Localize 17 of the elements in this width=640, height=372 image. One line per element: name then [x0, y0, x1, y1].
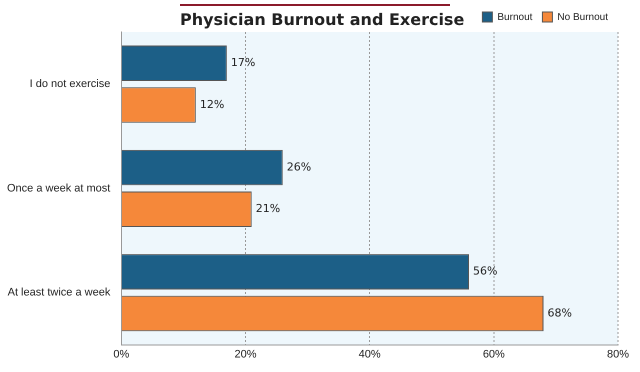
- x-tick-label: 80%: [606, 348, 630, 360]
- data-label: 21%: [256, 202, 280, 216]
- x-tick-label: 20%: [234, 348, 257, 360]
- data-label: 17%: [230, 56, 256, 70]
- legend-label: Burnout: [497, 12, 533, 23]
- data-label: 12%: [200, 98, 224, 111]
- x-tick-label: 40%: [358, 348, 381, 360]
- x-tick-label: 60%: [482, 348, 506, 360]
- legend-label: No Burnout: [557, 12, 608, 23]
- data-label: 68%: [548, 306, 572, 320]
- data-label: 56%: [472, 264, 498, 278]
- data-label: 26%: [286, 160, 312, 174]
- y-tick-label: At least twice a week: [8, 286, 111, 299]
- chart-title: Physician Burnout and Exercise: [180, 10, 464, 29]
- y-tick-label: I do not exercise: [30, 78, 110, 90]
- x-tick-label: 0%: [113, 348, 130, 360]
- y-tick-label: Once a week at most: [6, 182, 110, 194]
